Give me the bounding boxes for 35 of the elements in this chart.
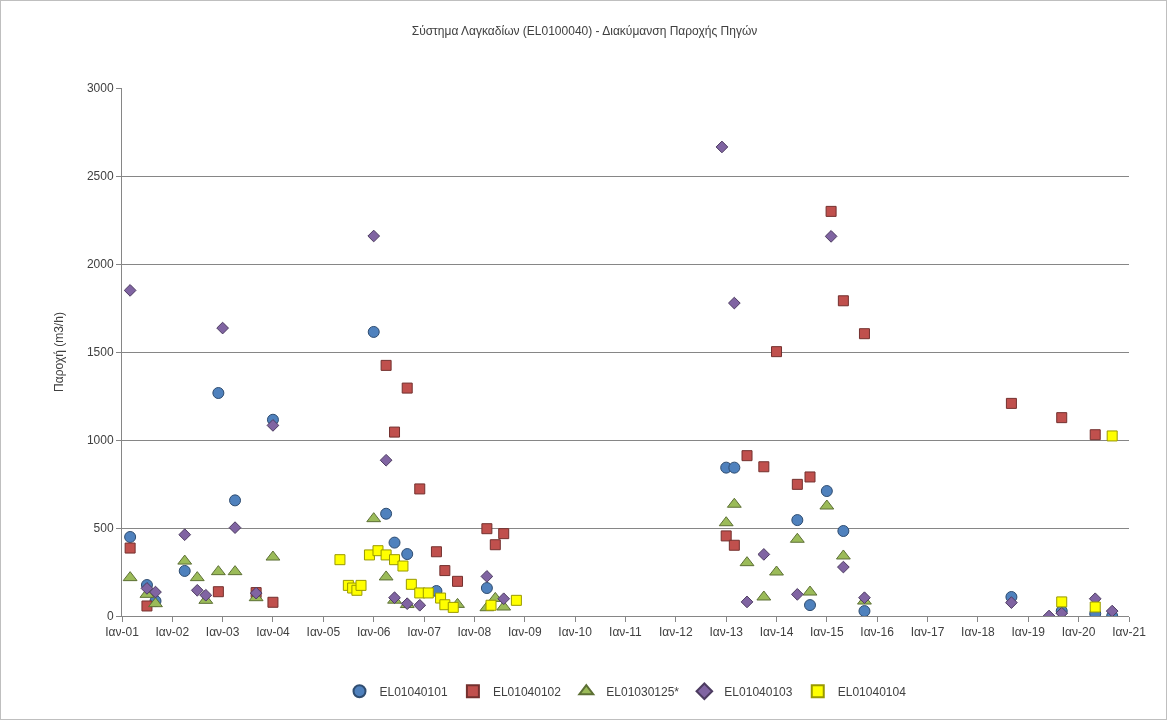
x-tick-label: Ιαν-18	[961, 625, 996, 640]
y-tick-label: 3000	[86, 81, 114, 96]
x-tick-label: Ιαν-01	[105, 625, 140, 640]
y-tick-label: 1500	[86, 345, 114, 360]
legend-label: EL01040101	[379, 684, 448, 699]
x-tick-label: Ιαν-10	[558, 625, 593, 640]
x-tick-label: Ιαν-02	[155, 625, 190, 640]
legend-label: EL01040103	[724, 684, 793, 699]
x-tick-label: Ιαν-11	[609, 625, 643, 640]
x-tick-label: Ιαν-19	[1011, 625, 1046, 640]
y-axis-title: Παροχή (m3/h)	[52, 312, 67, 392]
x-tick-label: Ιαν-07	[407, 625, 442, 640]
x-tick-label: Ιαν-20	[1061, 625, 1096, 640]
y-tick-label: 1000	[86, 433, 114, 448]
x-tick-label: Ιαν-13	[709, 625, 744, 640]
x-tick-label: Ιαν-16	[860, 625, 895, 640]
y-tick-label: 2000	[86, 257, 114, 272]
x-tick-label: Ιαν-12	[658, 625, 693, 640]
y-tick-label: 500	[93, 521, 114, 536]
legend-label: EL01040104	[837, 684, 907, 699]
y-tick-label: 0	[106, 609, 114, 624]
legend-label: EL01040102	[492, 684, 562, 699]
y-tick-label: 2500	[86, 169, 114, 184]
x-tick-label: Ιαν-15	[810, 625, 844, 640]
x-tick-label: Ιαν-04	[256, 625, 291, 640]
x-tick-label: Ιαν-08	[457, 625, 492, 640]
x-tick-label: Ιαν-06	[356, 625, 391, 640]
x-tick-label: Ιαν-17	[910, 625, 945, 640]
x-tick-label: Ιαν-05	[306, 625, 341, 640]
x-tick-label: Ιαν-03	[205, 625, 240, 640]
x-tick-label: Ιαν-09	[507, 625, 542, 640]
legend-label: EL01030125*	[606, 684, 680, 699]
x-tick-label: Ιαν-14	[759, 625, 794, 640]
chart-title: Σύστημα Λαγκαδίων (EL0100040) - Διακύμανση Παροχής Πηγών	[411, 23, 758, 38]
x-tick-label: Ιαν-21	[1112, 625, 1147, 640]
